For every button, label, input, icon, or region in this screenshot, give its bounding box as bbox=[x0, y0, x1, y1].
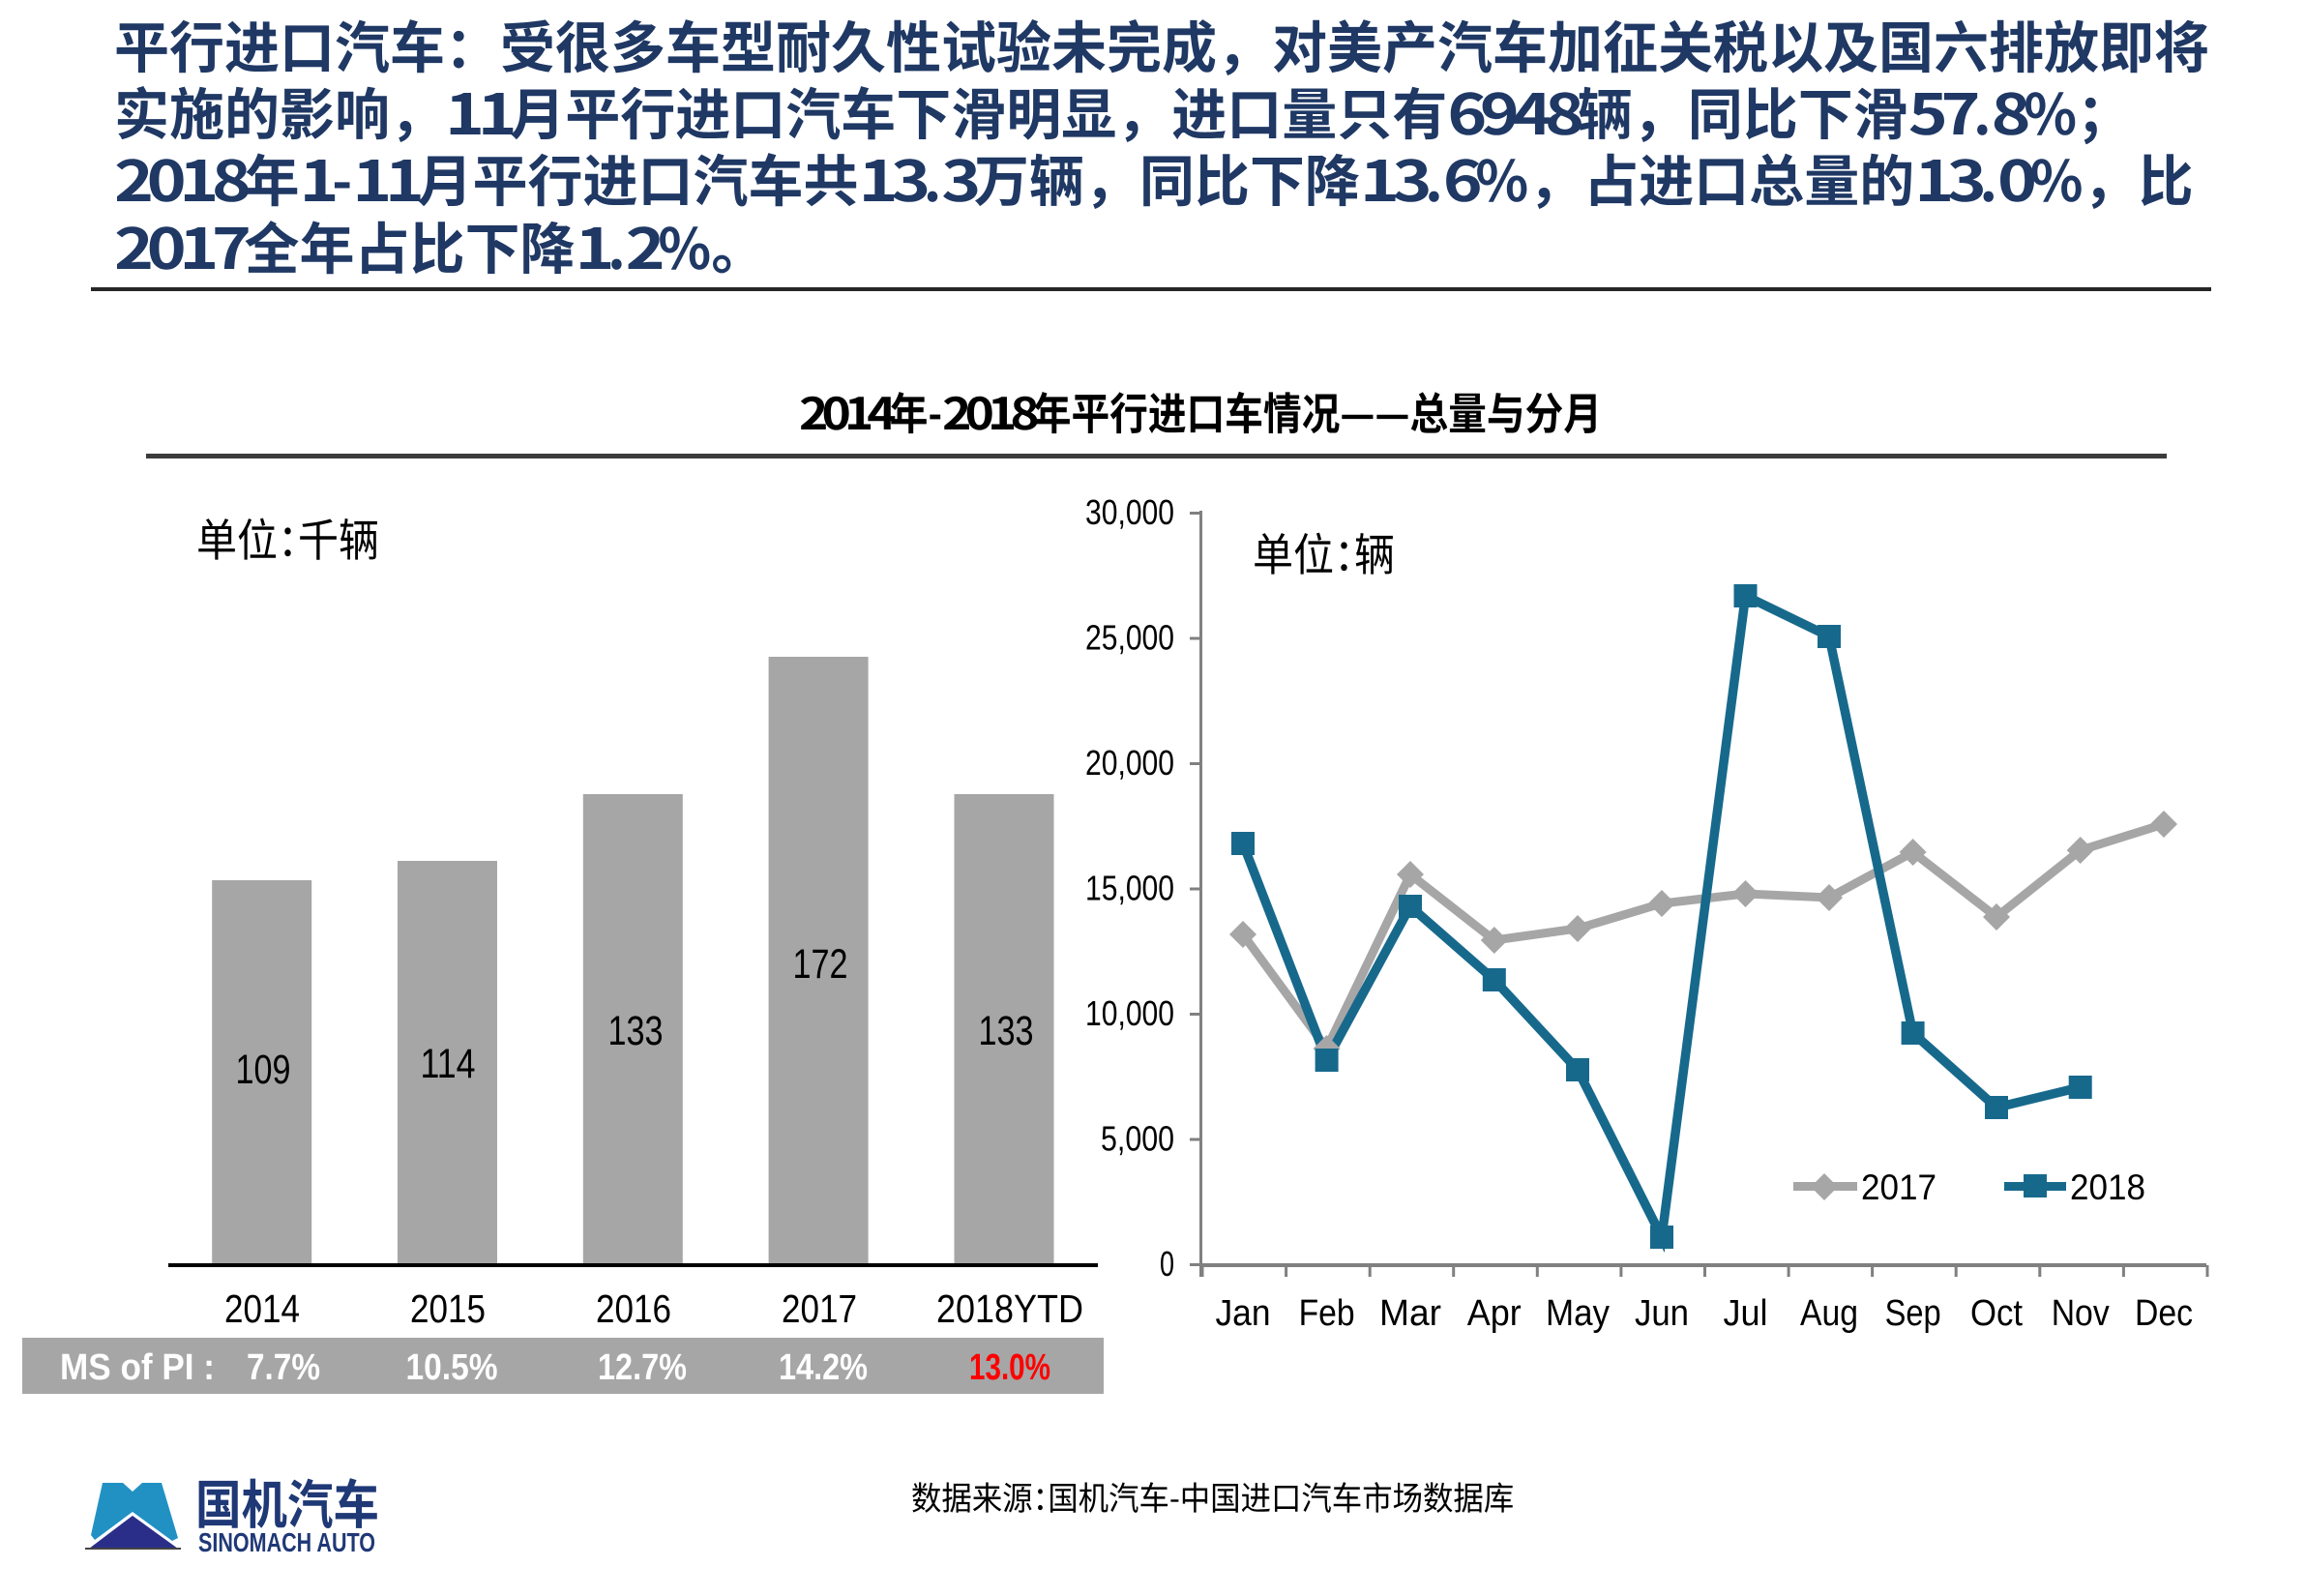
svg-text:30,000: 30,000 bbox=[1085, 492, 1174, 532]
svg-text:20,000: 20,000 bbox=[1085, 743, 1174, 783]
svg-text:25,000: 25,000 bbox=[1085, 618, 1174, 658]
svg-text:12.7%: 12.7% bbox=[598, 1347, 687, 1388]
svg-text:SINOMACH AUTO: SINOMACH AUTO bbox=[198, 1527, 375, 1557]
svg-text:2018: 2018 bbox=[2070, 1167, 2145, 1207]
svg-text:Feb: Feb bbox=[1299, 1293, 1355, 1334]
svg-text:Oct: Oct bbox=[1970, 1293, 2023, 1334]
svg-text:13.0%: 13.0% bbox=[969, 1347, 1050, 1388]
svg-text:Nov: Nov bbox=[2052, 1293, 2110, 1334]
svg-text:Jan: Jan bbox=[1216, 1293, 1271, 1334]
svg-text:Apr: Apr bbox=[1467, 1293, 1522, 1334]
svg-text:2014: 2014 bbox=[224, 1286, 300, 1331]
svg-text:Aug: Aug bbox=[1800, 1293, 1858, 1334]
svg-text:15,000: 15,000 bbox=[1085, 869, 1174, 908]
svg-text:133: 133 bbox=[608, 1008, 664, 1054]
svg-text:109: 109 bbox=[236, 1047, 291, 1093]
svg-text:10,000: 10,000 bbox=[1085, 993, 1174, 1033]
svg-text:133: 133 bbox=[979, 1008, 1034, 1054]
svg-text:172: 172 bbox=[793, 941, 848, 988]
svg-text:Dec: Dec bbox=[2135, 1293, 2193, 1334]
svg-text:0: 0 bbox=[1160, 1244, 1174, 1284]
svg-text:2016: 2016 bbox=[596, 1286, 671, 1331]
svg-text:14.2%: 14.2% bbox=[779, 1347, 868, 1388]
svg-text:MS of PI :: MS of PI : bbox=[60, 1347, 215, 1388]
svg-text:Sep: Sep bbox=[1885, 1293, 1941, 1334]
svg-text:5,000: 5,000 bbox=[1101, 1119, 1174, 1159]
svg-text:Jul: Jul bbox=[1724, 1293, 1768, 1334]
svg-text:May: May bbox=[1546, 1293, 1610, 1334]
svg-text:Mar: Mar bbox=[1379, 1293, 1441, 1334]
svg-text:10.5%: 10.5% bbox=[406, 1347, 498, 1388]
svg-text:2015: 2015 bbox=[410, 1286, 486, 1331]
svg-text:114: 114 bbox=[421, 1041, 476, 1087]
svg-text:Jun: Jun bbox=[1635, 1293, 1689, 1334]
svg-text:2017: 2017 bbox=[1861, 1167, 1936, 1207]
svg-text:2018YTD: 2018YTD bbox=[936, 1286, 1083, 1331]
svg-text:7.7%: 7.7% bbox=[247, 1347, 320, 1388]
svg-text:2017: 2017 bbox=[782, 1286, 857, 1331]
